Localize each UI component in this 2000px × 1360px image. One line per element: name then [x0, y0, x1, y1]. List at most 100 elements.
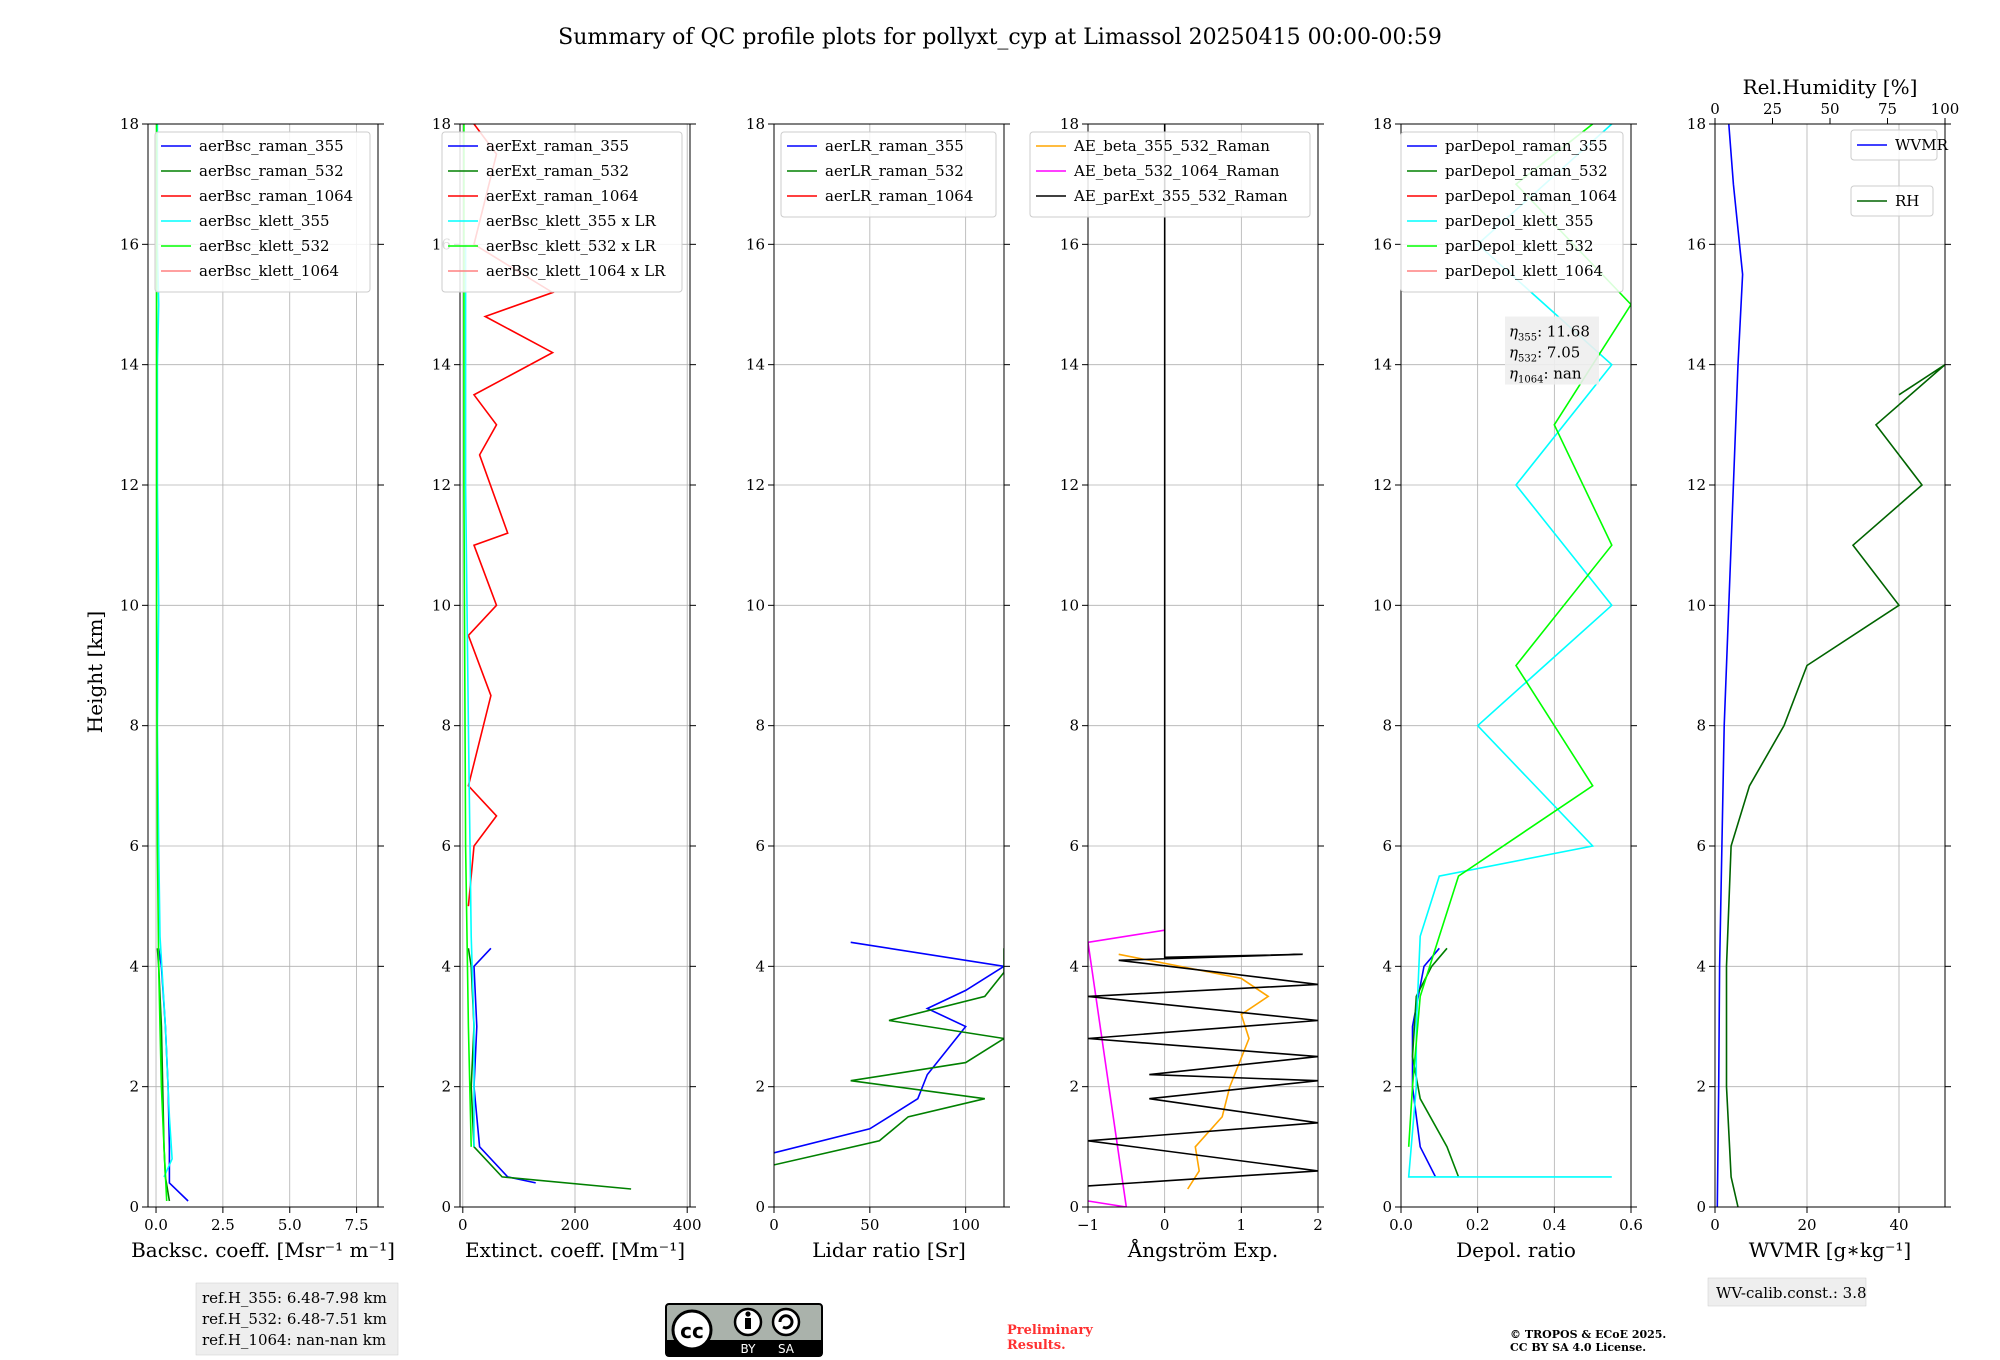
- plot-frame: [1400, 123, 1632, 1208]
- legend-label: aerLR_raman_1064: [825, 187, 973, 205]
- y-tick-label: 16: [120, 235, 139, 253]
- x-tick-label: 0.2: [1466, 1216, 1490, 1234]
- eta-value-1064: η1064: nan: [1509, 365, 1582, 386]
- copyright-line-1: © TROPOS & ECoE 2025.: [1510, 1328, 1666, 1341]
- y-tick-label: 12: [746, 476, 765, 494]
- legend-frame: [1029, 131, 1311, 218]
- plot-frame: [773, 123, 1005, 1208]
- y-tick-label: 16: [1687, 235, 1706, 253]
- legend-label: aerExt_raman_355: [486, 137, 629, 155]
- panels: 0 2 4 6 8 10 12 14 16 18 0.0 2.5 5.0 7.5 Backsc. coeff…: [120, 75, 1959, 1262]
- y-tick-label: 6: [441, 837, 451, 855]
- series-line-aerExt_raman_355: [473, 947, 536, 1184]
- x-tick-label: 2.5: [211, 1216, 235, 1234]
- x-tick-label: 20: [1797, 1216, 1816, 1234]
- x-tick-label: 0.0: [1389, 1216, 1413, 1234]
- y-tick-label: 10: [432, 596, 451, 614]
- panel-1: 0 2 4 6 8 10 12 14 16 18 0.0 2.5 5.0 7.5 Backsc. coeff…: [120, 115, 395, 1262]
- y-tick-label: 0: [1696, 1198, 1706, 1216]
- legend-label: aerLR_raman_355: [825, 137, 964, 155]
- x-tick-label: 40: [1889, 1216, 1908, 1234]
- series-line-parDepol_raman_532: [1411, 947, 1460, 1178]
- y-tick-label: 10: [1373, 596, 1392, 614]
- y-tick-label: 8: [441, 717, 451, 735]
- x-tick-label: 0: [1710, 1216, 1720, 1234]
- eta-value-355: η355: 11.68: [1509, 323, 1590, 344]
- y-tick-label: 2: [1382, 1078, 1392, 1096]
- x-tick-label: 100: [951, 1216, 980, 1234]
- legend-label: aerBsc_raman_532: [199, 162, 344, 180]
- y-tick-label: 4: [755, 957, 765, 975]
- y-tick-label: 12: [432, 476, 451, 494]
- y-tick-label: 14: [120, 356, 139, 374]
- x2-tick-label: 50: [1820, 100, 1839, 118]
- x-tick-label: 5.0: [278, 1216, 302, 1234]
- legend-label: parDepol_klett_355: [1445, 212, 1594, 230]
- y-tick-label: 18: [1687, 115, 1706, 133]
- y-tick-label: 10: [1060, 596, 1079, 614]
- legend-label: aerBsc_klett_532 x LR: [486, 237, 657, 255]
- legend: parDepol_raman_355 parDepol_raman_532 parD…: [1400, 131, 1624, 293]
- x-tick-label: 400: [673, 1216, 702, 1234]
- legend-frame: [441, 131, 683, 293]
- y-tick-label: 18: [746, 115, 765, 133]
- y-tick-label: 4: [441, 957, 451, 975]
- panel-5: 0 2 4 6 8 10 12 14 16 18 0.0 0.2 0.4 0.6 Depol. ratio p…: [1373, 115, 1643, 1262]
- series-line-parDepol_klett_355: [1407, 124, 1613, 1178]
- x2-tick-label: 100: [1931, 100, 1960, 118]
- y-tick-label: 10: [746, 596, 765, 614]
- x-axis-label: Depol. ratio: [1456, 1238, 1576, 1262]
- series-line-AE_beta_532_1064_Raman: [1088, 929, 1165, 1207]
- y-tick-label: 14: [1687, 356, 1706, 374]
- x-tick-label: 7.5: [345, 1216, 369, 1234]
- legend: aerBsc_raman_355 aerBsc_raman_532 aerBsc_r…: [154, 131, 371, 293]
- legend-label: aerBsc_klett_355 x LR: [486, 212, 657, 230]
- y-tick-label: 8: [1696, 717, 1706, 735]
- x2-axis-label: Rel.Humidity [%]: [1743, 75, 1918, 99]
- wv-calib-text: WV-calib.const.: 3.8: [1716, 1284, 1867, 1302]
- legend: WVMR RH: [1850, 129, 1949, 217]
- legend-frame: [1400, 131, 1624, 293]
- eta-value-532: η532: 7.05: [1509, 344, 1580, 365]
- legend: aerLR_raman_355 aerLR_raman_532 aerLR_rama…: [780, 131, 997, 218]
- y-tick-label: 12: [1687, 476, 1706, 494]
- ref-height-532: ref.H_532: 6.48-7.51 km: [202, 1310, 387, 1328]
- legend-frame: [1850, 129, 1938, 161]
- copyright-line-2: CC BY SA 4.0 License.: [1510, 1341, 1646, 1354]
- legend-label: aerLR_raman_532: [825, 162, 964, 180]
- x-tick-label: 0.6: [1619, 1216, 1643, 1234]
- y-tick-label: 8: [1382, 717, 1392, 735]
- preliminary-line-2: Results.: [1007, 1338, 1066, 1353]
- y-tick-label: 8: [755, 717, 765, 735]
- x2-tick-label: 25: [1763, 100, 1782, 118]
- legend-label: aerBsc_raman_1064: [199, 187, 353, 205]
- y-tick-label: 12: [1373, 476, 1392, 494]
- x-tick-label: 0: [769, 1216, 779, 1234]
- x-tick-label: −1: [1077, 1216, 1099, 1234]
- legend-frame: [1850, 185, 1934, 217]
- x-axis-label: Lidar ratio [Sr]: [812, 1238, 966, 1262]
- x-axis-label: WVMR [g∗kg⁻¹]: [1749, 1238, 1911, 1262]
- y-tick-label: 2: [1696, 1078, 1706, 1096]
- series-group: [1716, 124, 1945, 1207]
- legend-frame: [154, 131, 371, 293]
- series-line-RH: [1725, 364, 1945, 1207]
- figure-title: Summary of QC profile plots for pollyxt_…: [558, 25, 1442, 50]
- series-line-aerLR_raman_532: [774, 948, 1004, 1166]
- y-tick-label: 4: [1069, 957, 1079, 975]
- y-tick-label: 2: [441, 1078, 451, 1096]
- legend-label: AE_beta_355_532_Raman: [1073, 137, 1270, 155]
- y-tick-label: 6: [1696, 837, 1706, 855]
- y-tick-label: 8: [129, 717, 139, 735]
- x-tick-label: 0: [458, 1216, 468, 1234]
- cc-sa-label: SA: [778, 1342, 795, 1356]
- y-tick-label: 0: [1382, 1198, 1392, 1216]
- y-tick-label: 18: [1060, 115, 1079, 133]
- x-tick-label: 0.0: [144, 1216, 168, 1234]
- x-axis-label: Backsc. coeff. [Msr⁻¹ m⁻¹]: [131, 1238, 395, 1262]
- panel-3: 0 2 4 6 8 10 12 14 16 18 0 50 100 Lidar ratio [Sr] aer…: [746, 115, 1010, 1262]
- plot-frame: [1714, 123, 1946, 1208]
- series-group: [1088, 124, 1318, 1207]
